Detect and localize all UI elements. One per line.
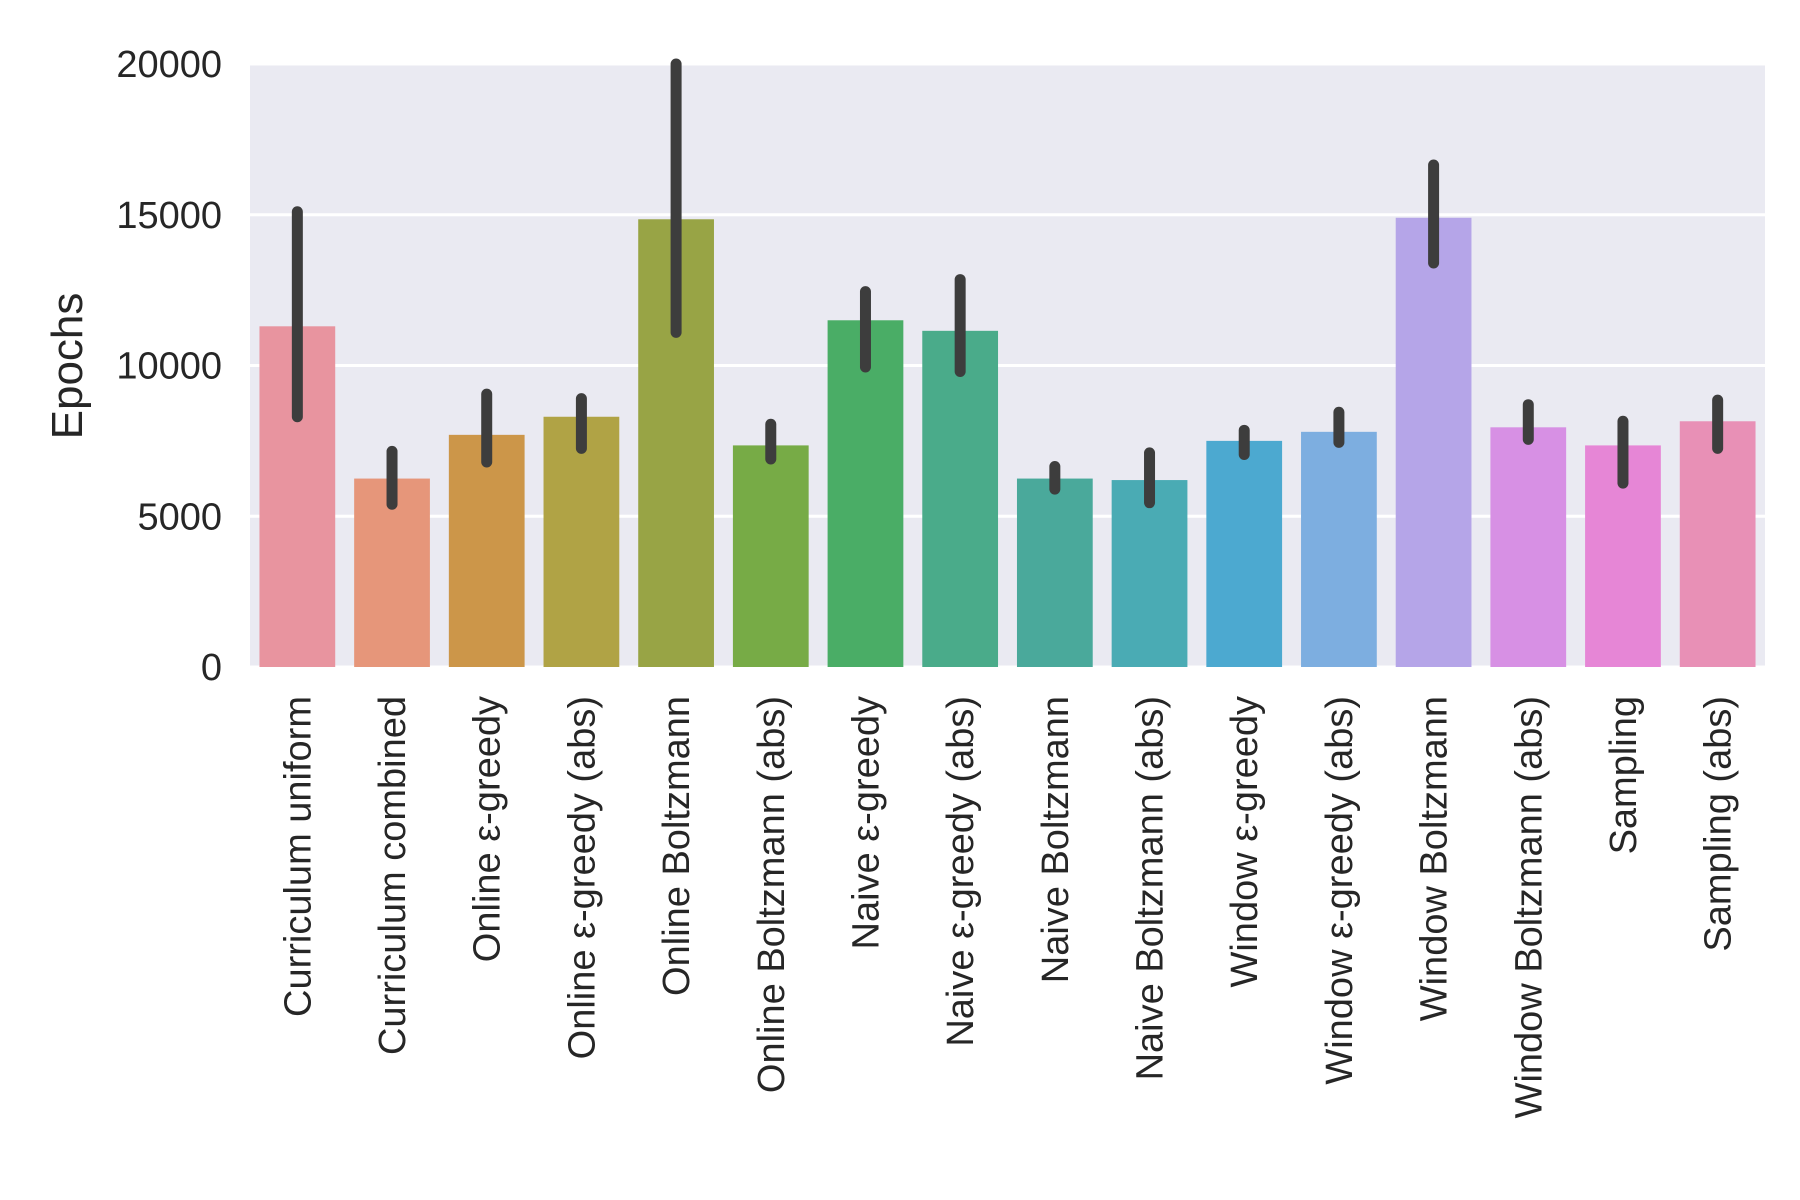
bar <box>1395 217 1472 667</box>
bar <box>543 416 620 667</box>
bar <box>922 330 999 667</box>
x-tick-label: Online ε-greedy (abs) <box>561 696 603 1059</box>
error-bars <box>291 58 1724 510</box>
y-tick-label: 0 <box>201 647 222 689</box>
bars <box>259 217 1756 667</box>
y-tick-labels: 0 5000 10000 15000 20000 <box>116 44 222 689</box>
x-tick-label: Naive ε-greedy (abs) <box>940 696 982 1047</box>
x-tick-label: Online ε-greedy <box>467 696 509 962</box>
y-tick-label: 10000 <box>116 346 222 388</box>
y-tick-label: 15000 <box>116 195 222 237</box>
x-tick-label: Naive Boltzmann (abs) <box>1130 696 1172 1080</box>
x-tick-label: Sampling (abs) <box>1698 696 1740 952</box>
x-tick-label: Naive ε-greedy <box>845 696 887 950</box>
bar <box>732 445 809 667</box>
x-tick-label: Window ε-greedy (abs) <box>1319 696 1361 1085</box>
bar <box>1301 431 1377 667</box>
x-tick-label: Curriculum combined <box>372 696 414 1055</box>
x-tick-label: Online Boltzmann <box>656 696 698 996</box>
y-tick-label: 20000 <box>116 44 222 86</box>
x-tick-label: Sampling <box>1603 696 1645 854</box>
x-tick-label: Online Boltzmann (abs) <box>751 696 793 1093</box>
bar <box>1490 427 1567 667</box>
bar <box>1206 440 1283 667</box>
bar <box>1111 480 1188 667</box>
x-tick-label: Curriculum uniform <box>277 696 319 1017</box>
x-tick-label: Window Boltzmann (abs) <box>1508 696 1550 1118</box>
bar <box>1679 421 1756 667</box>
x-tick-label: Window ε-greedy <box>1224 696 1266 988</box>
bar <box>448 434 525 667</box>
x-tick-label: Naive Boltzmann <box>1035 696 1077 983</box>
bar <box>354 478 430 667</box>
x-tick-labels: Curriculum uniform Curriculum combined Onl… <box>277 696 1739 1118</box>
x-tick-label: Window Boltzmann <box>1414 696 1456 1021</box>
bar <box>1016 478 1093 667</box>
y-tick-label: 5000 <box>137 496 222 538</box>
y-axis-label: Epochs <box>43 293 92 440</box>
bar <box>827 320 904 667</box>
